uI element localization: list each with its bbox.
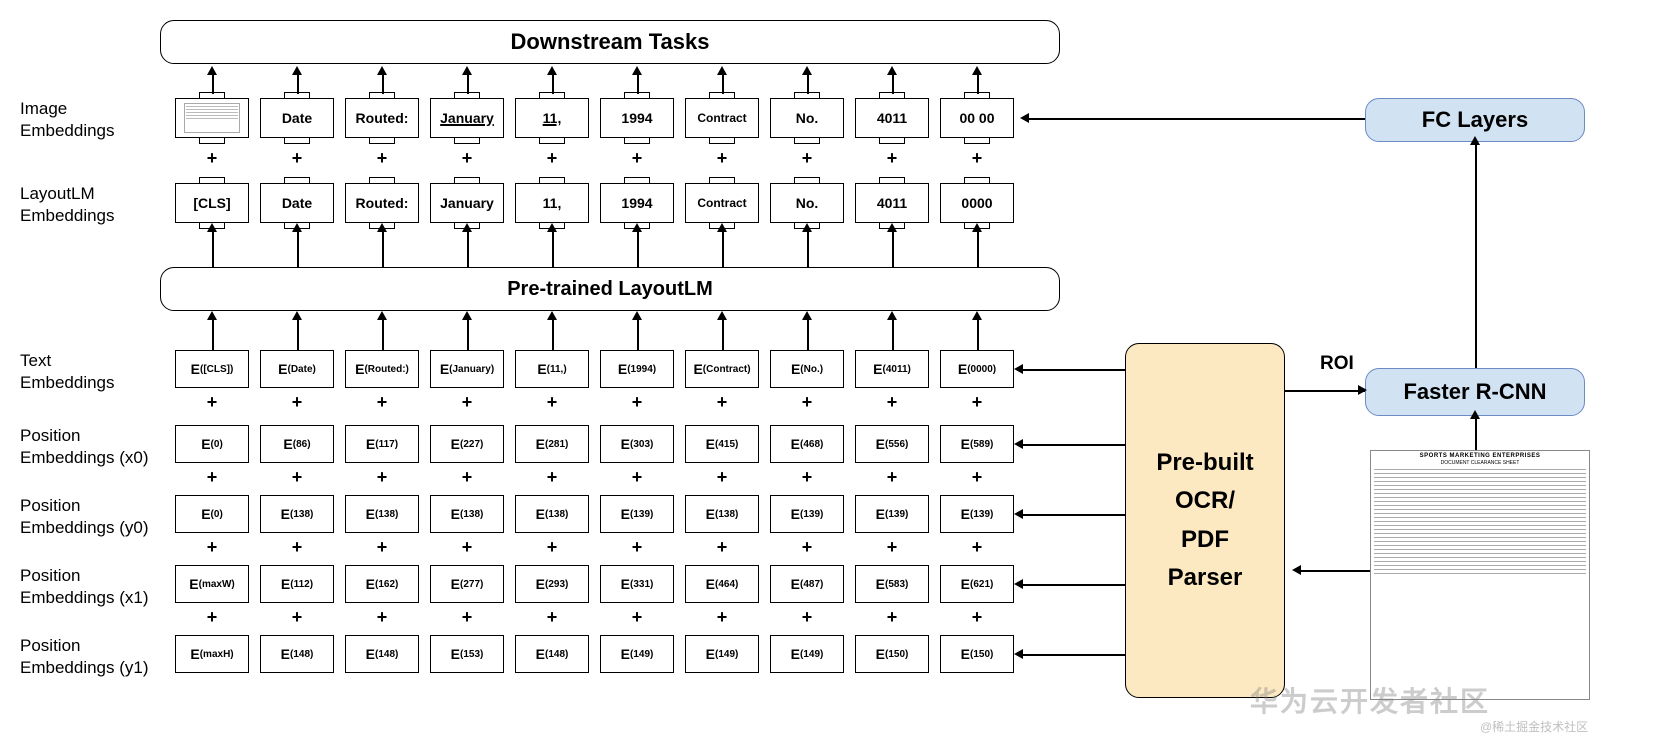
layoutlm-token-1: Date [260,183,334,223]
label-image-emb: ImageEmbeddings [20,98,115,142]
emb_x0-8: E(556) [855,425,929,463]
document-thumbnail: SPORTS MARKETING ENTERPRISES DOCUMENT CL… [1370,450,1590,700]
conn-fc-img-head [1020,113,1029,123]
emb_x1-9: E(621) [940,565,1014,603]
emb_y1-6: E(149) [685,635,759,673]
emb_y1-2: E(148) [345,635,419,673]
emb_y1-1: E(148) [260,635,334,673]
emb_text-7: E(No.) [770,350,844,388]
image-token-2: Routed: [345,98,419,138]
label-text-emb: TextEmbeddings [20,350,115,394]
emb_x1-5: E(331) [600,565,674,603]
layoutlm-token-4: 11, [515,183,589,223]
conn-ocr-faster [1285,390,1365,392]
emb_y1-9: E(150) [940,635,1014,673]
emb_x1-1: E(112) [260,565,334,603]
conn-fc-img [1026,118,1365,120]
emb_text-5: E(1994) [600,350,674,388]
label-pos-x0: PositionEmbeddings (x0) [20,425,149,469]
emb_x0-3: E(227) [430,425,504,463]
emb_y0-0: E(0) [175,495,249,533]
emb_x1-4: E(293) [515,565,589,603]
emb_x0-9: E(589) [940,425,1014,463]
image-token-1: Date [260,98,334,138]
emb_y0-3: E(138) [430,495,504,533]
image-token-5: 1994 [600,98,674,138]
conn-fc-faster-head [1470,136,1480,145]
downstream-tasks-box: Downstream Tasks [160,20,1060,64]
emb_text-3: E(January) [430,350,504,388]
emb_y0-5: E(139) [600,495,674,533]
image-token-8: 4011 [855,98,929,138]
emb_text-6: E(Contract) [685,350,759,388]
emb_x0-5: E(303) [600,425,674,463]
emb_y0-8: E(139) [855,495,929,533]
emb_y0-4: E(138) [515,495,589,533]
emb_x0-4: E(281) [515,425,589,463]
roi-label: ROI [1320,352,1354,377]
image-token-doc [175,98,249,138]
emb_x1-6: E(464) [685,565,759,603]
image-token-7: No. [770,98,844,138]
layoutlm-token-3: January [430,183,504,223]
emb_y1-7: E(149) [770,635,844,673]
layoutlm-token-7: No. [770,183,844,223]
image-token-4: 11, [515,98,589,138]
emb_x1-3: E(277) [430,565,504,603]
emb_x0-1: E(86) [260,425,334,463]
layoutlm-token-8: 4011 [855,183,929,223]
watermark-sub: @稀土掘金技术社区 [1480,718,1588,735]
emb_y0-6: E(138) [685,495,759,533]
emb_y1-5: E(149) [600,635,674,673]
conn-doc-ocr [1300,570,1370,572]
emb_text-1: E(Date) [260,350,334,388]
emb_x1-2: E(162) [345,565,419,603]
emb_x0-7: E(468) [770,425,844,463]
image-token-3: January [430,98,504,138]
conn-doc-ocr-head [1292,565,1301,575]
layoutlm-token-9: 0000 [940,183,1014,223]
layoutlm-token-5: 1994 [600,183,674,223]
layoutlm-token-2: Routed: [345,183,419,223]
image-token-9: 00 00 [940,98,1014,138]
pretrained-layoutlm-box: Pre-trained LayoutLM [160,267,1060,311]
emb_x0-6: E(415) [685,425,759,463]
emb_x1-8: E(583) [855,565,929,603]
image-token-6: Contract [685,98,759,138]
label-pos-y1: PositionEmbeddings (y1) [20,635,149,679]
emb_x0-0: E(0) [175,425,249,463]
emb_y1-8: E(150) [855,635,929,673]
watermark: 华为云开发者社区 [1250,680,1490,720]
emb_text-9: E(0000) [940,350,1014,388]
conn-fc-faster [1475,142,1477,368]
emb_x1-0: E(maxW) [175,565,249,603]
conn-ocr-faster-head [1358,385,1367,395]
emb_text-4: E(11,) [515,350,589,388]
label-pos-x1: PositionEmbeddings (x1) [20,565,149,609]
emb_x1-7: E(487) [770,565,844,603]
emb_text-8: E(4011) [855,350,929,388]
layoutlm-token-6: Contract [685,183,759,223]
conn-doc-faster-head [1470,410,1480,419]
emb_y1-3: E(153) [430,635,504,673]
emb_y0-2: E(138) [345,495,419,533]
emb_y0-9: E(139) [940,495,1014,533]
label-layoutlm-emb: LayoutLMEmbeddings [20,183,115,227]
emb_text-0: E([CLS]) [175,350,249,388]
faster-rcnn-box: Faster R-CNN [1365,368,1585,416]
emb_y0-1: E(138) [260,495,334,533]
ocr-parser-box: Pre-builtOCR/PDFParser [1125,343,1285,698]
emb_y0-7: E(139) [770,495,844,533]
emb_text-2: E(Routed:) [345,350,419,388]
layoutlm-token-0: [CLS] [175,183,249,223]
label-pos-y0: PositionEmbeddings (y0) [20,495,149,539]
emb_y1-4: E(148) [515,635,589,673]
emb_y1-0: E(maxH) [175,635,249,673]
conn-doc-faster [1475,416,1477,450]
emb_x0-2: E(117) [345,425,419,463]
